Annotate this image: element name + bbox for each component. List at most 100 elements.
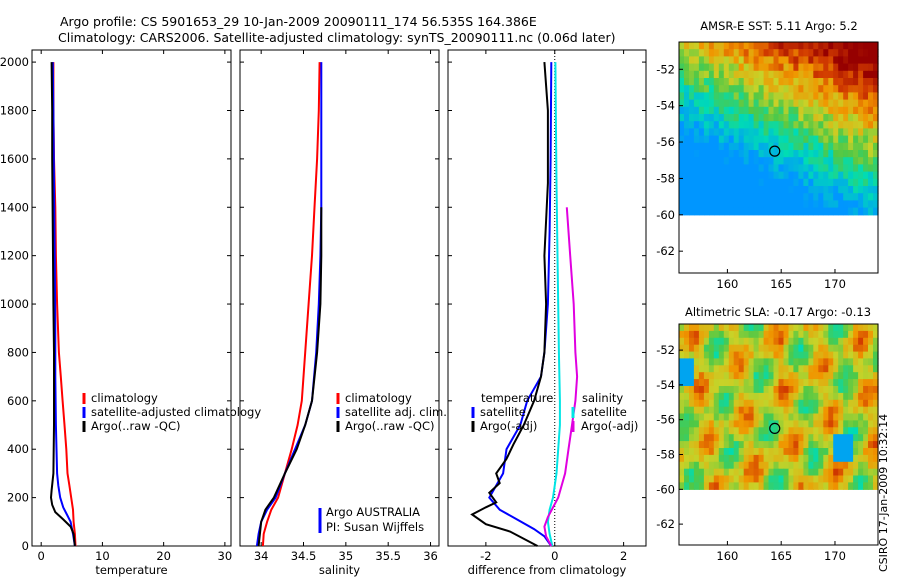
- map-cell: [679, 413, 685, 421]
- map-cell: [778, 85, 785, 93]
- map-cell: [823, 70, 829, 79]
- map-cell: [753, 70, 760, 79]
- map-cell: [808, 142, 814, 151]
- map-cell: [788, 441, 795, 449]
- y-tick-label: 1800: [0, 103, 29, 117]
- map-cell: [718, 337, 725, 346]
- map-cell: [758, 372, 765, 380]
- map-cell: [798, 121, 804, 129]
- map-cell: [743, 337, 750, 346]
- map-cell: [713, 337, 720, 346]
- map-cell: [703, 164, 710, 173]
- map-cell: [768, 392, 775, 401]
- map-cell: [843, 448, 849, 456]
- map-cell: [733, 106, 740, 115]
- map-cell: [788, 78, 795, 86]
- map-cell: [689, 406, 695, 415]
- map-cell: [773, 42, 780, 50]
- map-cell: [838, 63, 844, 72]
- map-cell: [813, 63, 819, 72]
- x-tick-label: 0: [551, 549, 558, 563]
- map-cell: [848, 128, 854, 137]
- map-cell: [843, 142, 849, 151]
- map-cell: [833, 448, 839, 456]
- map-cell: [748, 207, 755, 216]
- map-cell: [818, 63, 824, 72]
- map-cell: [758, 406, 765, 415]
- map-cell: [723, 372, 730, 380]
- map-cell: [793, 406, 799, 415]
- map-cell: [733, 128, 740, 137]
- map-cell: [798, 70, 804, 79]
- map-cell: [788, 406, 795, 415]
- map-cell: [863, 482, 869, 490]
- map-cell: [823, 114, 829, 122]
- map-cell: [803, 392, 809, 401]
- map-cell: [684, 324, 690, 332]
- map-cell: [728, 114, 735, 122]
- map-cell: [679, 392, 685, 401]
- map-cell: [743, 178, 750, 187]
- map-cell: [689, 448, 695, 456]
- map-cell: [783, 128, 790, 137]
- map-cell: [813, 142, 819, 151]
- map-cell: [728, 358, 735, 366]
- map-cell: [708, 106, 715, 115]
- map-cell: [758, 365, 765, 373]
- map-cell: [738, 114, 745, 122]
- map-cell: [689, 85, 695, 93]
- map-cell: [858, 157, 864, 165]
- map-cell: [823, 171, 829, 180]
- map-cell: [728, 441, 735, 449]
- map-cell: [758, 178, 765, 187]
- map-cell: [863, 461, 869, 470]
- map-cell: [778, 114, 785, 122]
- map-cell: [783, 337, 790, 346]
- map-cell: [723, 461, 730, 470]
- map-cell: [838, 365, 844, 373]
- map-cell: [783, 386, 790, 394]
- map-cell: [713, 135, 720, 144]
- map-cell: [728, 99, 735, 108]
- map-cell: [838, 475, 844, 483]
- map-cell: [698, 475, 705, 483]
- map-cell: [768, 406, 775, 415]
- map-cell: [808, 157, 814, 165]
- map-cell: [693, 420, 700, 428]
- map-cell: [763, 399, 770, 408]
- map-cell: [843, 392, 849, 401]
- map-cell: [873, 200, 879, 209]
- map-cell: [708, 324, 715, 332]
- map-cell: [813, 406, 819, 415]
- map-cell: [738, 142, 745, 151]
- map-cell: [783, 92, 790, 101]
- map-cell: [863, 121, 869, 129]
- map-cell: [728, 164, 735, 173]
- map-cell: [788, 106, 795, 115]
- map-cell: [763, 324, 770, 332]
- map-cell: [823, 406, 829, 415]
- map-cell: [788, 135, 795, 144]
- map-cell: [763, 358, 770, 366]
- map-cell: [679, 399, 685, 408]
- map-cell: [788, 324, 795, 332]
- map-cell: [728, 475, 735, 483]
- map-cell: [738, 164, 745, 173]
- map-cell: [858, 114, 864, 122]
- map-cell: [773, 106, 780, 115]
- map-cell: [813, 56, 819, 65]
- map-cell: [783, 207, 790, 216]
- map-cell: [843, 157, 849, 165]
- map-cell: [863, 150, 869, 158]
- map-cell: [763, 441, 770, 449]
- map-cell: [689, 420, 695, 428]
- map-cell: [763, 413, 770, 421]
- map-cell: [788, 392, 795, 401]
- map-cell: [693, 344, 700, 353]
- map-cell: [689, 413, 695, 421]
- map-cell: [808, 337, 814, 346]
- y-tick-label: 400: [7, 442, 29, 456]
- map-cell: [868, 427, 874, 435]
- map-cell: [698, 200, 705, 209]
- map-cell: [833, 56, 839, 65]
